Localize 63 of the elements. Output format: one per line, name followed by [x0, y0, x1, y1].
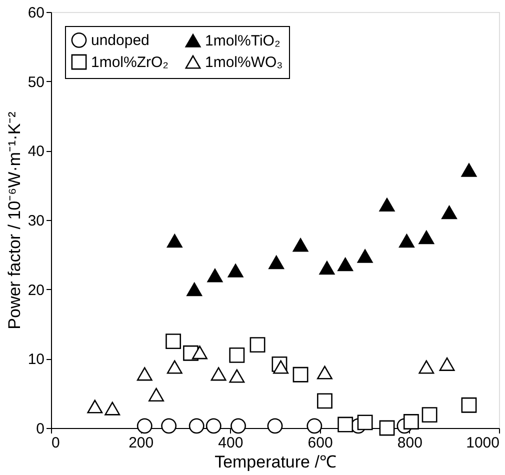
- legend-label: 1mol%ZrO₂: [91, 54, 169, 71]
- x-tick-label: 0: [52, 434, 60, 452]
- y-tick-label: 10: [28, 351, 44, 368]
- point: [161, 418, 177, 434]
- point: [317, 366, 332, 380]
- point: [250, 337, 266, 353]
- point: [338, 416, 354, 432]
- point: [192, 346, 208, 360]
- point: [461, 397, 477, 413]
- point: [461, 163, 477, 177]
- x-tick-label: 1000: [466, 434, 500, 452]
- y-tick-label: 50: [28, 74, 44, 91]
- point: [229, 369, 245, 383]
- point: [206, 418, 222, 434]
- point: [268, 256, 284, 270]
- point: [136, 367, 152, 381]
- x-tick-label: 400: [218, 434, 244, 452]
- x-tick-label: 800: [397, 434, 422, 452]
- point: [357, 249, 373, 263]
- point: [357, 414, 373, 430]
- point: [418, 360, 434, 374]
- point: [442, 206, 457, 220]
- point: [379, 198, 395, 212]
- point: [207, 268, 223, 282]
- legend-label: undoped: [91, 32, 150, 50]
- y-axis-title: Power factor / 10⁻⁶W·m⁻¹·K⁻²: [4, 111, 24, 330]
- y-tick-label: 60: [28, 4, 44, 22]
- point: [166, 360, 182, 374]
- y-tick-label: 20: [28, 282, 44, 299]
- point: [422, 407, 438, 423]
- point: [317, 393, 332, 409]
- point: [267, 418, 283, 434]
- point: [186, 282, 202, 296]
- point: [136, 418, 152, 434]
- point: [292, 238, 308, 252]
- point: [148, 388, 164, 402]
- x-tick-label: 600: [308, 434, 333, 452]
- point: [228, 264, 244, 278]
- point: [338, 258, 354, 272]
- point: [379, 420, 395, 436]
- point: [292, 366, 308, 382]
- point: [87, 400, 103, 414]
- point: [210, 367, 226, 381]
- point: [166, 334, 182, 350]
- y-tick-label: 0: [36, 420, 44, 438]
- point: [229, 347, 245, 363]
- point: [439, 357, 455, 371]
- point: [273, 360, 289, 374]
- point: [319, 261, 335, 275]
- point: [188, 418, 204, 434]
- point: [403, 414, 419, 430]
- point: [306, 418, 322, 434]
- y-tick-label: 40: [28, 143, 44, 160]
- legend-label: 1mol%TiO₂: [205, 32, 280, 50]
- y-tick-label: 30: [28, 212, 44, 230]
- point: [398, 234, 414, 248]
- legend-label: 1mol%WO₃: [205, 54, 283, 71]
- point: [166, 234, 182, 248]
- point: [230, 418, 246, 434]
- x-tick-label: 200: [128, 434, 154, 452]
- x-axis-title: Temperature /℃: [214, 452, 336, 472]
- point: [104, 402, 120, 416]
- point: [418, 230, 434, 244]
